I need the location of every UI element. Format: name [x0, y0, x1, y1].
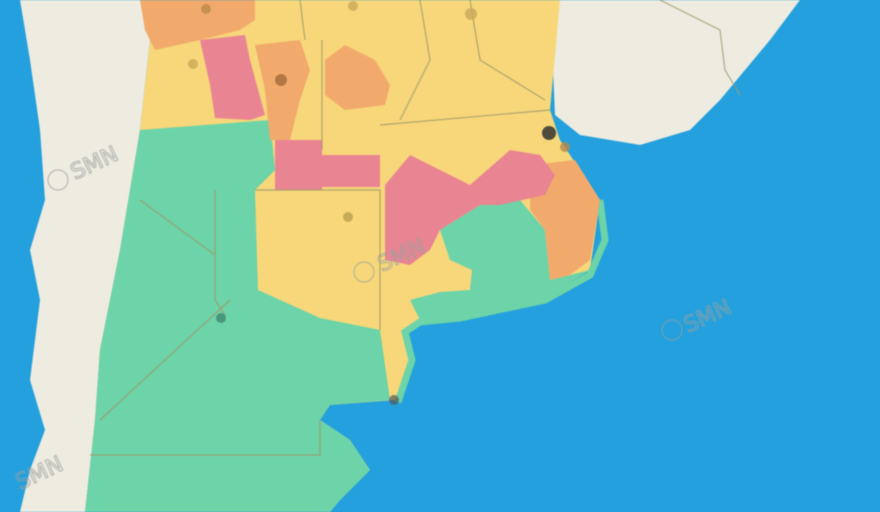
copyright-circle-icon [47, 169, 69, 191]
red-zone-south-cordoba[interactable] [275, 140, 380, 190]
station-marker-icon[interactable] [275, 74, 287, 86]
station-markers [188, 1, 570, 405]
orange-zone-san-luis[interactable] [255, 40, 310, 140]
orange-zone-north-west[interactable] [140, 0, 255, 50]
station-marker-icon[interactable] [542, 126, 556, 140]
station-marker-icon[interactable] [216, 313, 226, 323]
red-zone-buenos-aires[interactable] [385, 150, 555, 265]
station-marker-icon[interactable] [389, 395, 399, 405]
red-zone-mendoza[interactable] [200, 35, 265, 120]
station-marker-icon[interactable] [188, 59, 198, 69]
uruguay-land [550, 0, 800, 145]
station-marker-icon[interactable] [465, 8, 477, 20]
station-marker-icon[interactable] [343, 212, 353, 222]
province-borders [90, 0, 551, 456]
station-marker-icon[interactable] [560, 142, 570, 152]
station-marker-icon[interactable] [348, 1, 358, 11]
copyright-circle-icon [353, 261, 375, 283]
chile-land [20, 0, 150, 512]
uruguay-border [659, 0, 741, 96]
station-marker-icon[interactable] [201, 4, 211, 14]
orange-zone-cordoba[interactable] [325, 45, 390, 110]
green-coastal-strip [394, 199, 609, 404]
green-zone-patagonia[interactable] [85, 120, 390, 512]
copyright-circle-icon [661, 319, 683, 341]
